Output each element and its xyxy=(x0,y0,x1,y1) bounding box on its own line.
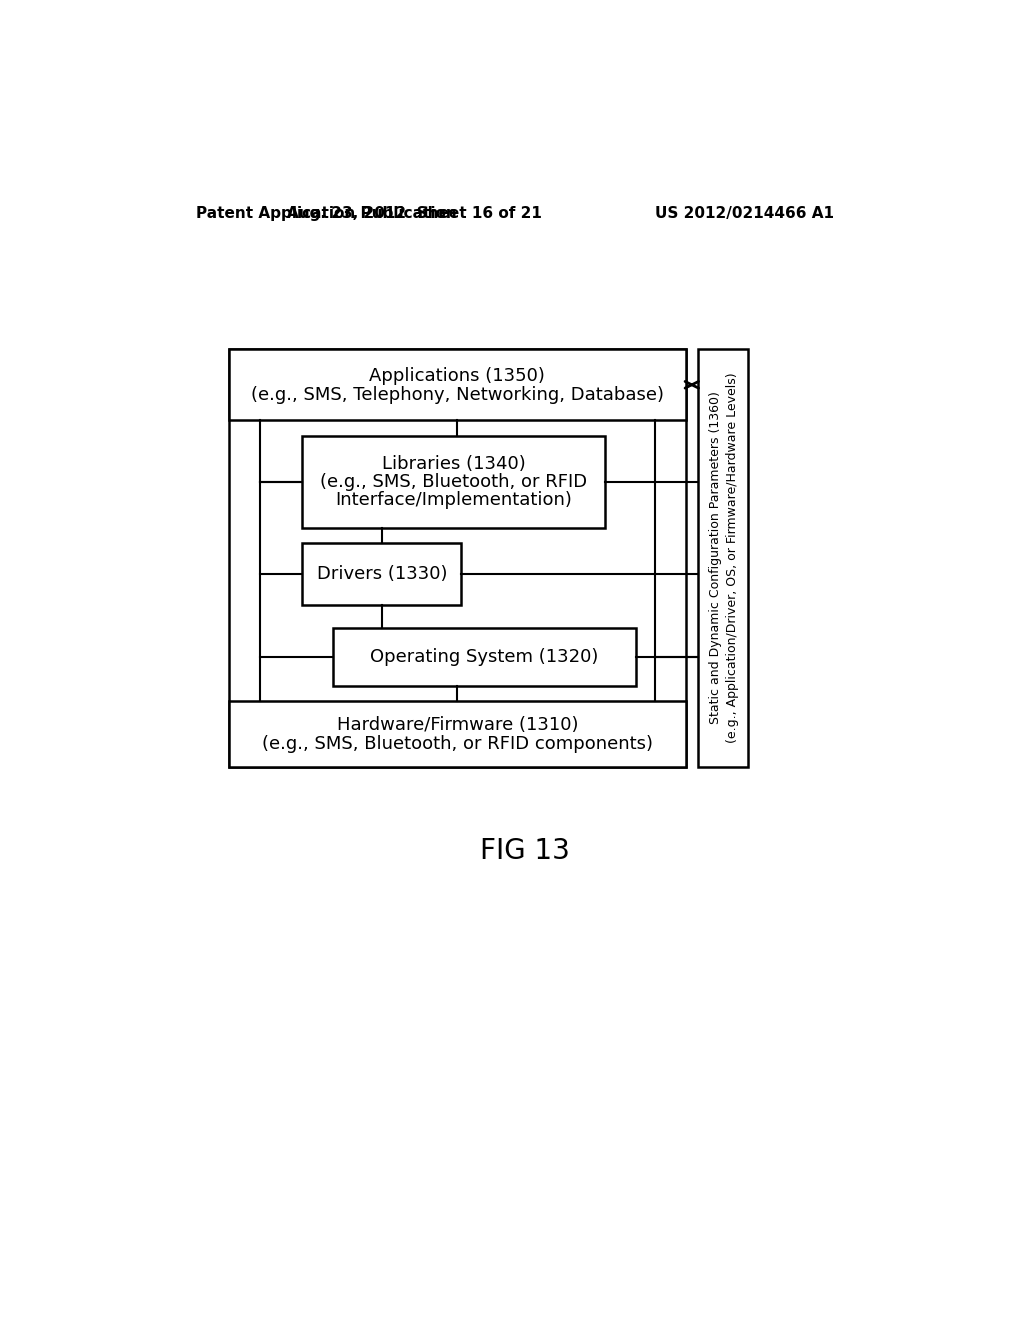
Bar xyxy=(697,350,748,767)
Text: Operating System (1320): Operating System (1320) xyxy=(371,648,599,667)
Bar xyxy=(334,628,636,686)
Text: (e.g., SMS, Bluetooth, or RFID: (e.g., SMS, Bluetooth, or RFID xyxy=(319,473,587,491)
Text: Drivers (1330): Drivers (1330) xyxy=(316,565,447,583)
Bar xyxy=(228,350,686,420)
Text: FIG 13: FIG 13 xyxy=(480,837,569,866)
Text: (e.g., Application/Driver, OS, or Firmware/Hardware Levels): (e.g., Application/Driver, OS, or Firmwa… xyxy=(726,372,738,743)
Bar xyxy=(302,436,604,528)
Text: Interface/Implementation): Interface/Implementation) xyxy=(335,491,572,508)
Bar xyxy=(228,350,686,767)
Text: Patent Application Publication: Patent Application Publication xyxy=(197,206,457,222)
Text: Static and Dynamic Configuration Parameters (1360): Static and Dynamic Configuration Paramet… xyxy=(710,392,722,725)
Text: US 2012/0214466 A1: US 2012/0214466 A1 xyxy=(655,206,834,222)
Bar xyxy=(228,701,686,767)
Text: (e.g., SMS, Telephony, Networking, Database): (e.g., SMS, Telephony, Networking, Datab… xyxy=(251,385,664,404)
Text: Applications (1350): Applications (1350) xyxy=(370,367,546,384)
Text: Aug. 23, 2012  Sheet 16 of 21: Aug. 23, 2012 Sheet 16 of 21 xyxy=(288,206,542,222)
Text: (e.g., SMS, Bluetooth, or RFID components): (e.g., SMS, Bluetooth, or RFID component… xyxy=(262,735,653,752)
Text: Hardware/Firmware (1310): Hardware/Firmware (1310) xyxy=(337,715,579,734)
Bar xyxy=(302,544,461,605)
Text: Libraries (1340): Libraries (1340) xyxy=(382,455,525,473)
